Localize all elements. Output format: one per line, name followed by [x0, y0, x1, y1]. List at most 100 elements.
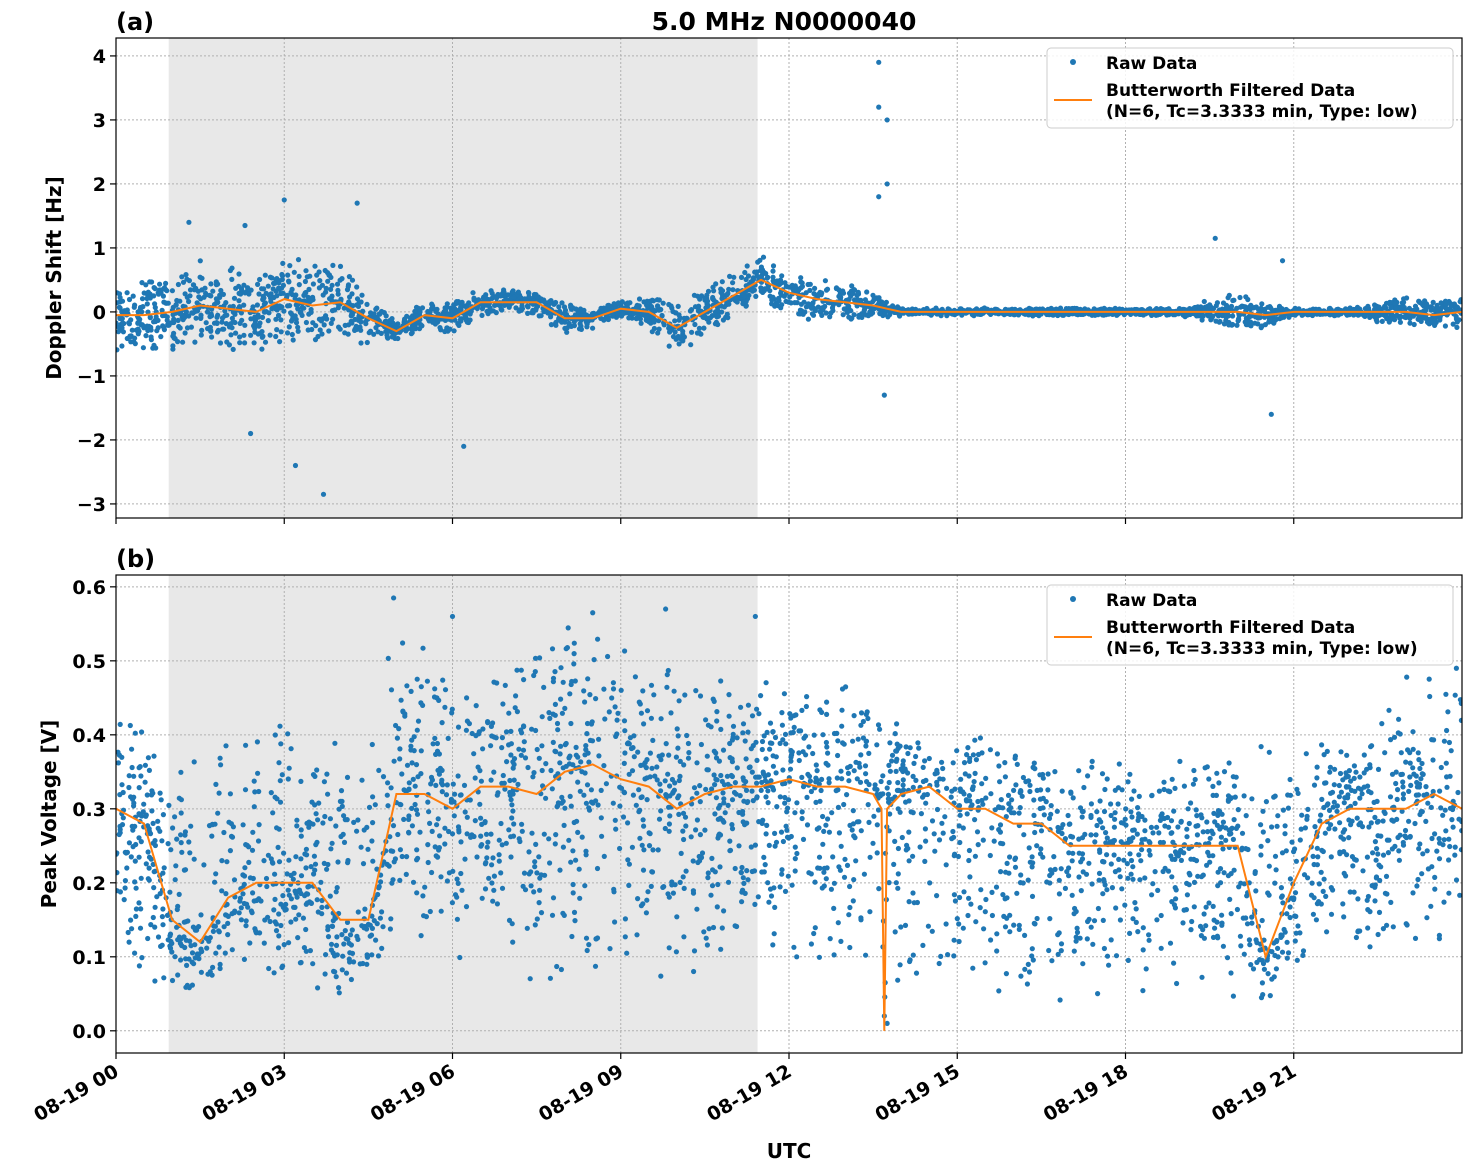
raw-point	[1140, 947, 1146, 953]
raw-point	[238, 905, 244, 911]
raw-point	[160, 313, 166, 319]
raw-point	[819, 312, 825, 318]
raw-point	[228, 833, 235, 840]
raw-point	[561, 310, 567, 316]
raw-point	[703, 717, 709, 723]
raw-point	[458, 839, 464, 845]
raw-point	[952, 898, 959, 904]
raw-point	[126, 296, 133, 303]
raw-point	[575, 308, 582, 315]
shaded-region	[168, 38, 758, 518]
raw-point	[1157, 817, 1163, 824]
raw-point	[516, 746, 522, 752]
raw-point	[1397, 731, 1403, 737]
raw-point	[168, 320, 174, 326]
raw-point	[319, 282, 325, 288]
raw-point	[871, 813, 877, 819]
raw-point	[446, 828, 452, 835]
raw-point	[218, 762, 224, 768]
raw-point	[455, 773, 461, 779]
raw-point	[183, 956, 189, 962]
raw-point	[674, 914, 680, 920]
raw-point	[296, 273, 302, 279]
raw-point	[191, 856, 197, 862]
raw-point	[1003, 971, 1010, 977]
raw-point	[1344, 752, 1350, 758]
raw-point	[1046, 815, 1053, 822]
raw-point	[936, 837, 943, 843]
raw-point	[499, 842, 505, 848]
raw-point	[372, 802, 378, 808]
raw-point	[1014, 761, 1020, 768]
raw-point	[718, 726, 724, 733]
raw-point	[155, 317, 161, 323]
raw-point	[1407, 750, 1413, 756]
raw-point	[261, 301, 267, 307]
raw-point	[285, 731, 291, 737]
raw-point	[546, 836, 552, 842]
raw-point	[708, 892, 714, 898]
raw-point	[275, 844, 281, 851]
raw-point	[862, 297, 869, 303]
raw-point	[438, 874, 444, 880]
raw-point	[655, 330, 661, 336]
raw-point	[877, 311, 883, 317]
raw-point	[743, 276, 749, 283]
raw-point	[697, 693, 704, 699]
raw-point	[958, 776, 964, 782]
raw-point	[731, 274, 737, 280]
raw-point	[1428, 804, 1434, 811]
raw-point	[853, 858, 859, 864]
raw-point	[513, 693, 519, 699]
raw-point	[408, 688, 414, 695]
raw-point	[241, 332, 247, 338]
raw-point	[670, 334, 677, 340]
raw-point	[522, 296, 528, 302]
raw-point	[290, 337, 296, 343]
raw-point	[184, 294, 190, 300]
raw-point	[593, 696, 599, 702]
raw-point	[1221, 870, 1227, 876]
raw-point	[1202, 765, 1208, 771]
raw-point	[328, 320, 334, 326]
raw-point	[566, 320, 572, 326]
raw-point	[233, 285, 239, 291]
raw-point	[373, 306, 379, 312]
raw-point	[181, 867, 187, 873]
raw-point	[504, 759, 510, 765]
raw-point	[326, 328, 332, 334]
raw-point	[1393, 305, 1399, 311]
raw-point	[552, 748, 558, 754]
x-tick-label: 08-19 18	[1040, 1060, 1132, 1126]
raw-point	[1317, 818, 1323, 824]
raw-point	[1146, 937, 1152, 943]
raw-point	[333, 974, 339, 980]
raw-point	[634, 932, 640, 938]
raw-point	[667, 813, 673, 819]
raw-point	[638, 320, 644, 326]
raw-point	[368, 310, 374, 316]
raw-point	[577, 788, 583, 794]
raw-point	[753, 293, 759, 299]
raw-point	[379, 909, 385, 915]
raw-point	[1219, 306, 1225, 312]
raw-point	[175, 281, 181, 288]
raw-point	[718, 286, 724, 292]
raw-point	[120, 815, 126, 821]
raw-point	[299, 304, 305, 311]
raw-point	[437, 325, 443, 331]
raw-point	[1210, 934, 1217, 941]
raw-point	[1423, 818, 1429, 825]
raw-point	[854, 296, 860, 302]
raw-point	[186, 219, 192, 225]
raw-point	[632, 674, 639, 680]
raw-point	[651, 692, 657, 698]
raw-point	[319, 331, 325, 337]
raw-point	[813, 762, 819, 768]
raw-point	[586, 759, 592, 765]
raw-point	[1002, 760, 1008, 766]
raw-point	[681, 836, 687, 843]
raw-point	[876, 59, 882, 65]
raw-point	[259, 334, 265, 340]
raw-point	[718, 678, 724, 684]
